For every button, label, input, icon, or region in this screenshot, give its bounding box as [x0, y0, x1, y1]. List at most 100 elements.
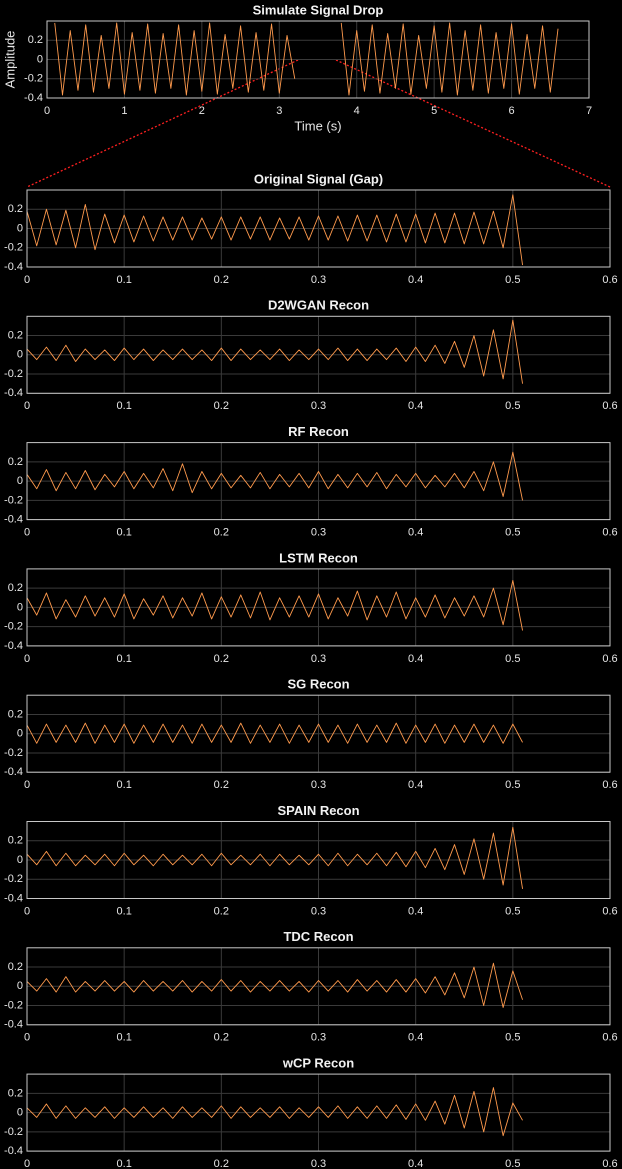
x-tick-label: 0.4: [408, 1032, 423, 1044]
x-tick-label: 0: [24, 653, 30, 665]
y-tick-label: 0.2: [8, 582, 23, 594]
x-tick-label: 0.2: [214, 1032, 229, 1044]
axes-frame: [26, 189, 611, 268]
x-tick-label: 0: [24, 905, 30, 917]
y-tick-label: -0.4: [4, 1019, 23, 1031]
x-tick-label: 0.5: [505, 527, 520, 539]
y-tick-label: 0: [17, 349, 23, 361]
x-tick-label: 0.5: [505, 779, 520, 791]
subplot-title: D2WGAN Recon: [268, 298, 369, 313]
signal-line: [26, 194, 523, 266]
signal-line: [26, 1087, 523, 1137]
subplot: -0.4 -0.2 0 0.2 0 0.1 0.2 0.3 0.4 0.5 0.6 LSTM Reco…: [4, 550, 618, 664]
subplot: -0.4 -0.2 0 0.2 0 0.1 0.2 0.3 0.4 0.5 0.6 TDC Recon: [4, 929, 618, 1043]
x-tick-label: 2: [199, 105, 205, 117]
x-tick-label: 0.4: [408, 527, 423, 539]
signal-line: [26, 580, 523, 631]
x-tick-label: 0: [24, 274, 30, 286]
subplot: -0.4 -0.2 0 0.2 0 0.1 0.2 0.3 0.4 0.5 0.6 SPAIN Rec…: [4, 803, 618, 917]
axes-frame: [26, 1073, 611, 1152]
x-tick-label: 0.4: [408, 400, 423, 412]
y-tick-label: -0.2: [4, 999, 23, 1011]
x-tick-label: 0.6: [602, 527, 617, 539]
x-tick-label: 7: [586, 105, 592, 117]
axes-frame: [26, 694, 611, 773]
y-tick-label: 0.2: [8, 835, 23, 847]
x-tick-label: 0.1: [117, 905, 132, 917]
y-tick-label: -0.4: [4, 766, 23, 778]
x-tick-label: 0.2: [214, 400, 229, 412]
x-tick-label: 0.3: [311, 274, 326, 286]
x-tick-label: 0.5: [505, 400, 520, 412]
subplot: -0.4 -0.2 0 0.2 0 1 2 3 4 5 6 7 Simulate Signal Drop…: [2, 2, 592, 133]
subplot: -0.4 -0.2 0 0.2 0 0.1 0.2 0.3 0.4 0.5 0.6 SG Recon: [4, 677, 618, 791]
signal-line: [26, 722, 523, 744]
y-tick-label: 0: [37, 53, 43, 65]
y-tick-label: 0: [17, 728, 23, 740]
subplot: -0.4 -0.2 0 0.2 0 0.1 0.2 0.3 0.4 0.5 0.6 Original …: [4, 171, 618, 285]
signal-line: [26, 451, 523, 501]
x-tick-label: 0.6: [602, 1158, 617, 1169]
y-tick-label: -0.4: [4, 261, 23, 273]
axes-frame: [26, 568, 611, 647]
x-tick-label: 0.1: [117, 274, 132, 286]
x-tick-label: 0.5: [505, 1032, 520, 1044]
subplot-title: TDC Recon: [283, 929, 353, 944]
subplot-title: wCP Recon: [282, 1056, 354, 1071]
y-tick-label: -0.4: [4, 514, 23, 526]
y-tick-label: 0: [17, 980, 23, 992]
subplot-title: LSTM Recon: [279, 550, 358, 565]
signal-line: [26, 962, 523, 1008]
x-tick-label: 0.3: [311, 1158, 326, 1169]
x-tick-label: 0: [24, 1032, 30, 1044]
axes-frame: [26, 315, 611, 394]
y-tick-label: -0.4: [4, 1145, 23, 1157]
x-tick-label: 1: [121, 105, 127, 117]
x-tick-label: 0: [44, 105, 50, 117]
x-tick-label: 0.3: [311, 779, 326, 791]
y-tick-label: -0.2: [4, 747, 23, 759]
x-tick-label: 0.3: [311, 653, 326, 665]
axes-frame: [26, 947, 611, 1026]
y-tick-label: -0.4: [24, 92, 43, 104]
y-tick-label: 0: [17, 475, 23, 487]
y-tick-label: -0.4: [4, 640, 23, 652]
subplot-title: RF Recon: [288, 424, 349, 439]
x-tick-label: 0.3: [311, 905, 326, 917]
x-tick-label: 0.5: [505, 653, 520, 665]
zoom-connector: [26, 59, 299, 188]
x-tick-label: 0.4: [408, 905, 423, 917]
x-tick-label: 0: [24, 1158, 30, 1169]
y-tick-label: -0.2: [4, 873, 23, 885]
y-tick-label: 0: [17, 854, 23, 866]
x-tick-label: 0.3: [311, 1032, 326, 1044]
subplot-title: Simulate Signal Drop: [253, 2, 384, 17]
signal-line: [26, 826, 523, 889]
x-tick-label: 0.2: [214, 779, 229, 791]
x-tick-label: 0.4: [408, 653, 423, 665]
x-tick-label: 0.2: [214, 1158, 229, 1169]
x-tick-label: 4: [354, 105, 360, 117]
x-tick-label: 3: [276, 105, 282, 117]
axes-frame: [26, 442, 611, 521]
axes-frame: [26, 821, 611, 899]
y-tick-label: 0.2: [8, 456, 23, 468]
x-tick-label: 0.4: [408, 274, 423, 286]
y-tick-label: 0: [17, 601, 23, 613]
y-tick-label: 0.2: [8, 329, 23, 341]
x-tick-label: 0.2: [214, 905, 229, 917]
subplot: -0.4 -0.2 0 0.2 0 0.1 0.2 0.3 0.4 0.5 0.6 wCP Recon: [4, 1056, 618, 1169]
y-tick-label: -0.4: [4, 892, 23, 904]
x-tick-label: 6: [509, 105, 515, 117]
y-tick-label: 0.2: [8, 203, 23, 215]
y-tick-label: 0.2: [8, 961, 23, 973]
x-tick-label: 0.1: [117, 527, 132, 539]
x-tick-label: 0.6: [602, 1032, 617, 1044]
x-tick-label: 0.2: [214, 274, 229, 286]
y-tick-label: -0.2: [4, 242, 23, 254]
y-tick-label: 0.2: [8, 708, 23, 720]
subplot-title: SG Recon: [287, 677, 349, 692]
x-tick-label: 0.6: [602, 653, 617, 665]
y-tick-label: -0.2: [4, 494, 23, 506]
x-tick-label: 0: [24, 527, 30, 539]
